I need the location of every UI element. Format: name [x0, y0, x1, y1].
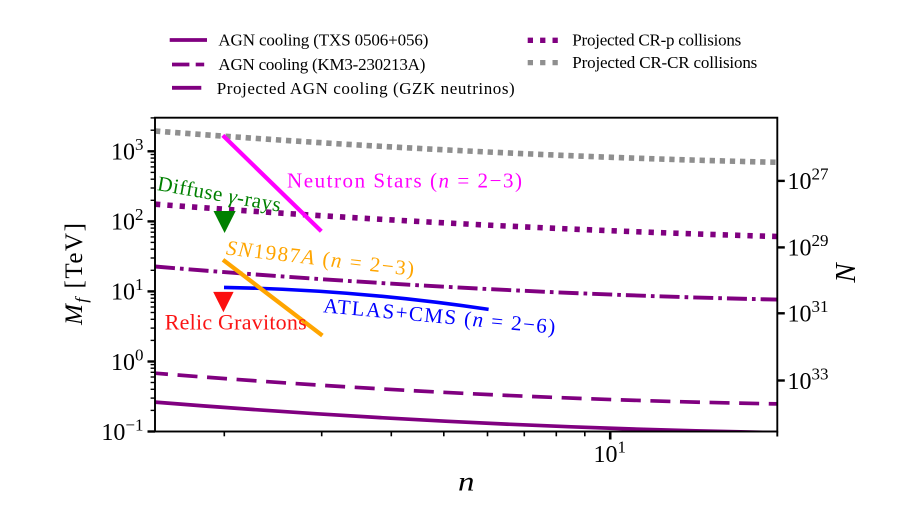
svg-text:AGN cooling (TXS 0506+056): AGN cooling (TXS 0506+056) [218, 31, 428, 50]
svg-text:AGN cooling (KM3-230213A): AGN cooling (KM3-230213A) [218, 55, 425, 74]
svg-text:Projected CR-p collisions: Projected CR-p collisions [572, 31, 741, 50]
svg-text:10−1: 10−1 [101, 415, 143, 446]
svg-text:Projected AGN cooling (GZK neu: Projected AGN cooling (GZK neutrinos) [217, 79, 515, 98]
svg-text:n: n [458, 466, 474, 496]
svg-text:Projected CR-CR collisions: Projected CR-CR collisions [572, 53, 757, 72]
svg-text:Relic Gravitons: Relic Gravitons [165, 309, 307, 334]
svg-text:N: N [830, 262, 862, 284]
svg-text:Mf [TeV]: Mf [TeV] [61, 223, 91, 326]
svg-text:Neutron Stars (n = 2−3): Neutron Stars (n = 2−3) [287, 169, 522, 193]
